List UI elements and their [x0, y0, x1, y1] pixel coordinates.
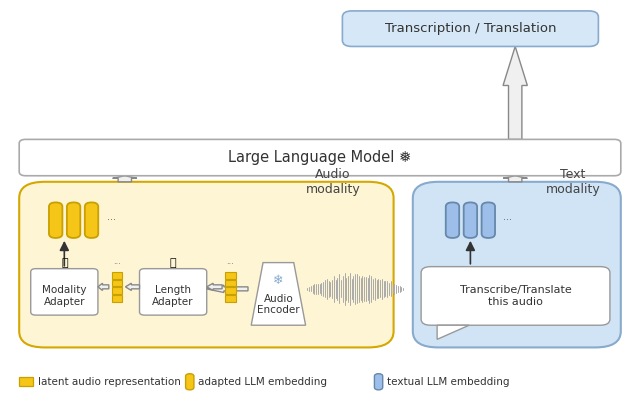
Bar — [19, 377, 33, 386]
Bar — [225, 272, 236, 279]
Text: Transcription / Translation: Transcription / Translation — [385, 22, 556, 35]
Text: ···: ··· — [106, 215, 116, 225]
FancyBboxPatch shape — [421, 267, 610, 325]
Text: Modality
Adapter: Modality Adapter — [42, 285, 86, 307]
Polygon shape — [98, 283, 109, 290]
FancyBboxPatch shape — [482, 202, 495, 238]
Bar — [112, 280, 122, 286]
Bar — [225, 288, 236, 294]
Bar — [225, 280, 236, 286]
Text: 🔥: 🔥 — [61, 258, 68, 268]
FancyBboxPatch shape — [49, 202, 63, 238]
FancyBboxPatch shape — [374, 374, 383, 390]
FancyBboxPatch shape — [140, 269, 207, 315]
Text: Text
modality: Text modality — [545, 168, 600, 196]
Text: Length
Adapter: Length Adapter — [152, 285, 194, 307]
Text: ❄: ❄ — [273, 274, 284, 286]
Text: ···: ··· — [227, 260, 234, 269]
FancyBboxPatch shape — [186, 374, 194, 390]
Bar — [112, 295, 122, 301]
Text: Large Language Model ❅: Large Language Model ❅ — [228, 150, 412, 165]
Text: Transcribe/Translate
this audio: Transcribe/Translate this audio — [460, 285, 572, 307]
FancyBboxPatch shape — [31, 269, 98, 315]
FancyBboxPatch shape — [463, 202, 477, 238]
Polygon shape — [503, 176, 527, 182]
FancyBboxPatch shape — [342, 11, 598, 46]
FancyBboxPatch shape — [67, 202, 81, 238]
FancyBboxPatch shape — [445, 202, 460, 238]
Text: adapted LLM embedding: adapted LLM embedding — [198, 377, 328, 387]
Text: Audio
Encoder: Audio Encoder — [257, 294, 300, 315]
FancyBboxPatch shape — [413, 182, 621, 347]
Polygon shape — [125, 283, 140, 290]
Bar — [112, 288, 122, 294]
FancyBboxPatch shape — [19, 139, 621, 176]
FancyBboxPatch shape — [19, 182, 394, 347]
Polygon shape — [113, 176, 137, 182]
Polygon shape — [437, 325, 469, 339]
Text: textual LLM embedding: textual LLM embedding — [387, 377, 509, 387]
Text: ···: ··· — [504, 215, 513, 225]
Text: 🔥: 🔥 — [170, 258, 177, 268]
Text: latent audio representation: latent audio representation — [38, 377, 181, 387]
Polygon shape — [207, 283, 222, 290]
Text: ···: ··· — [113, 260, 121, 269]
Bar — [225, 295, 236, 301]
FancyBboxPatch shape — [85, 202, 99, 238]
Polygon shape — [503, 46, 527, 139]
Text: Audio
modality: Audio modality — [305, 168, 360, 196]
Polygon shape — [252, 263, 306, 325]
Bar — [112, 272, 122, 279]
Polygon shape — [206, 285, 248, 292]
